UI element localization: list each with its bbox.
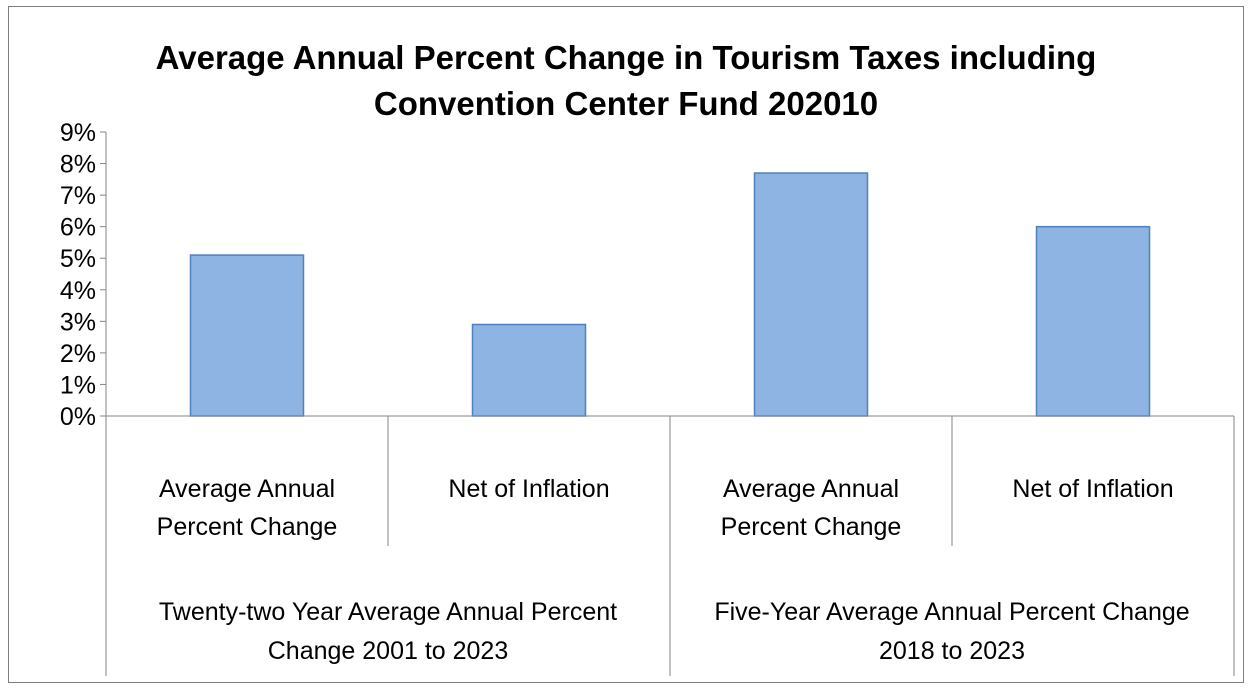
- y-tick-label: 7%: [60, 182, 96, 210]
- y-tick-label: 1%: [60, 371, 96, 399]
- bar: [753, 172, 869, 417]
- bar: [189, 254, 305, 417]
- bar: [1035, 225, 1151, 417]
- category-label: Percent Change: [157, 513, 338, 541]
- group-label: Change 2001 to 2023: [268, 637, 509, 665]
- category-label: Net of Inflation: [448, 475, 609, 503]
- y-tick-label: 3%: [60, 308, 96, 336]
- group-label: 2018 to 2023: [879, 637, 1025, 665]
- y-tick-label: 6%: [60, 214, 96, 242]
- y-tick-label: 2%: [60, 340, 96, 368]
- y-tick-label: 9%: [60, 119, 96, 147]
- group-label: Twenty-two Year Average Annual Percent: [159, 598, 617, 626]
- y-tick-label: 8%: [60, 151, 96, 179]
- y-tick-label: 4%: [60, 277, 96, 305]
- category-label: Average Annual: [723, 475, 899, 503]
- category-label: Percent Change: [721, 513, 902, 541]
- category-label: Average Annual: [159, 475, 335, 503]
- y-tick-label: 5%: [60, 245, 96, 273]
- bar: [471, 323, 587, 417]
- chart-title-line-2: Convention Center Fund 202010: [373, 85, 879, 122]
- group-label: Five-Year Average Annual Percent Change: [714, 598, 1189, 626]
- chart-title-line-1: Average Annual Percent Change in Tourism…: [155, 39, 1097, 76]
- y-tick-label: 0%: [60, 403, 96, 431]
- category-label: Net of Inflation: [1012, 475, 1173, 503]
